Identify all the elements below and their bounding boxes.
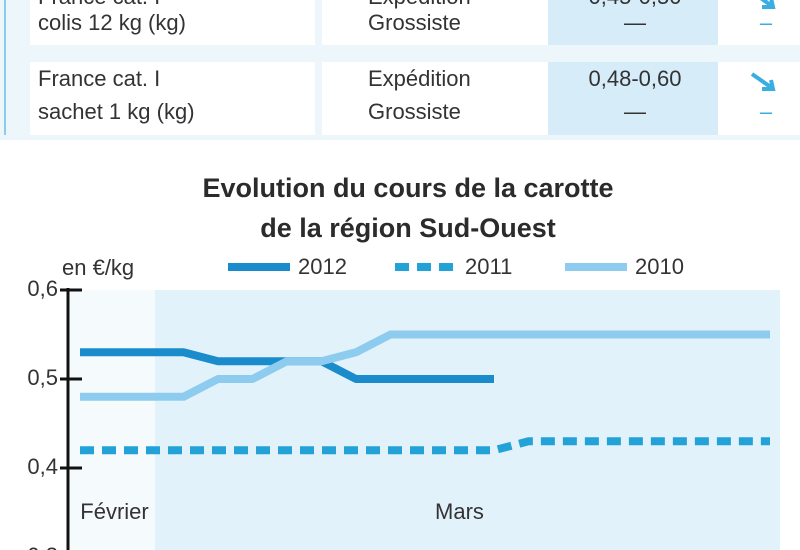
series-line xyxy=(80,437,770,455)
cell xyxy=(718,62,800,135)
product: colis 12 kg (kg) xyxy=(38,10,186,35)
cell xyxy=(548,0,718,45)
x-tick-label: Mars xyxy=(435,499,484,524)
chart-title: Evolution du cours de la carotte xyxy=(202,173,613,203)
legend-label: 2010 xyxy=(635,254,684,279)
x-tick-label: Février xyxy=(80,499,148,524)
table: France cat. I Expédition 0,45-0,50 colis 12… xyxy=(30,0,800,135)
y-tick-label: 0,4 xyxy=(27,454,58,479)
price: — xyxy=(624,10,646,35)
y-tick-label: 0,3 xyxy=(27,543,58,550)
trend: – xyxy=(760,10,773,35)
cell xyxy=(322,0,548,45)
product: France cat. I xyxy=(38,0,160,9)
price: 0,48-0,60 xyxy=(589,66,682,91)
stage: Grossiste xyxy=(368,99,461,124)
product: sachet 1 kg (kg) xyxy=(38,99,195,124)
trend-arrow xyxy=(759,0,776,9)
product: France cat. I xyxy=(38,66,160,91)
trend: – xyxy=(760,99,773,124)
cell xyxy=(548,62,718,135)
cell xyxy=(322,62,548,135)
trend-arrow xyxy=(750,72,776,91)
y-tick-label: 0,5 xyxy=(27,365,58,390)
cell xyxy=(30,0,315,45)
stage: Grossiste xyxy=(368,10,461,35)
stage: Expédition xyxy=(368,66,471,91)
chart-title: de la région Sud-Ouest xyxy=(260,213,556,243)
price: 0,45-0,50 xyxy=(589,0,682,9)
series-line xyxy=(80,330,770,401)
legend-label: 2012 xyxy=(298,254,347,279)
y-tick-label: 0,6 xyxy=(27,276,58,301)
stage: Expédition xyxy=(368,0,471,9)
plot-band-light xyxy=(70,290,155,550)
cell xyxy=(30,62,315,135)
y-axis-label: en €/kg xyxy=(62,255,134,280)
price: — xyxy=(624,99,646,124)
legend-label: 2011 xyxy=(465,254,512,279)
cell xyxy=(718,0,800,45)
